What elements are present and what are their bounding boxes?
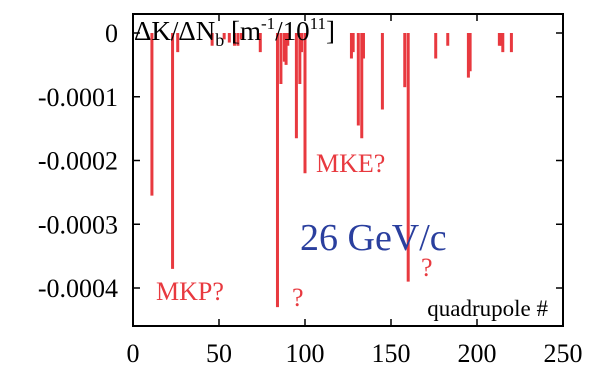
annotation-question-84: ? bbox=[292, 283, 304, 312]
x-tick-label: 250 bbox=[544, 339, 583, 366]
annotation-energy: 26 GeV/c bbox=[300, 217, 447, 259]
annotation-question-160: ? bbox=[421, 253, 433, 282]
y-tick-label: -0.0004 bbox=[38, 274, 118, 303]
x-axis-label: quadrupole # bbox=[427, 296, 548, 321]
annotation-mkp: MKP? bbox=[156, 277, 224, 306]
axis-ticks bbox=[133, 14, 563, 326]
y-tick-labels: 0 -0.0001 -0.0002 -0.0003 -0.0004 bbox=[38, 19, 118, 303]
x-tick-labels: 0 50 100 150 200 250 bbox=[127, 339, 583, 366]
x-tick-label: 0 bbox=[127, 339, 140, 366]
x-tick-label: 150 bbox=[372, 339, 411, 366]
annotation-mke: MKE? bbox=[316, 149, 385, 178]
y-axis-label: ΔK/ΔNb [m-1/1011] bbox=[134, 14, 335, 50]
x-tick-label: 50 bbox=[206, 339, 232, 366]
bar-series bbox=[150, 33, 513, 308]
plot-frame bbox=[132, 13, 564, 327]
y-tick-label: -0.0003 bbox=[38, 210, 118, 239]
x-tick-label: 200 bbox=[458, 339, 497, 366]
x-tick-label: 100 bbox=[286, 339, 325, 366]
y-tick-label: -0.0001 bbox=[38, 83, 118, 112]
y-tick-label: 0 bbox=[105, 19, 118, 48]
y-tick-label: -0.0002 bbox=[38, 147, 118, 176]
